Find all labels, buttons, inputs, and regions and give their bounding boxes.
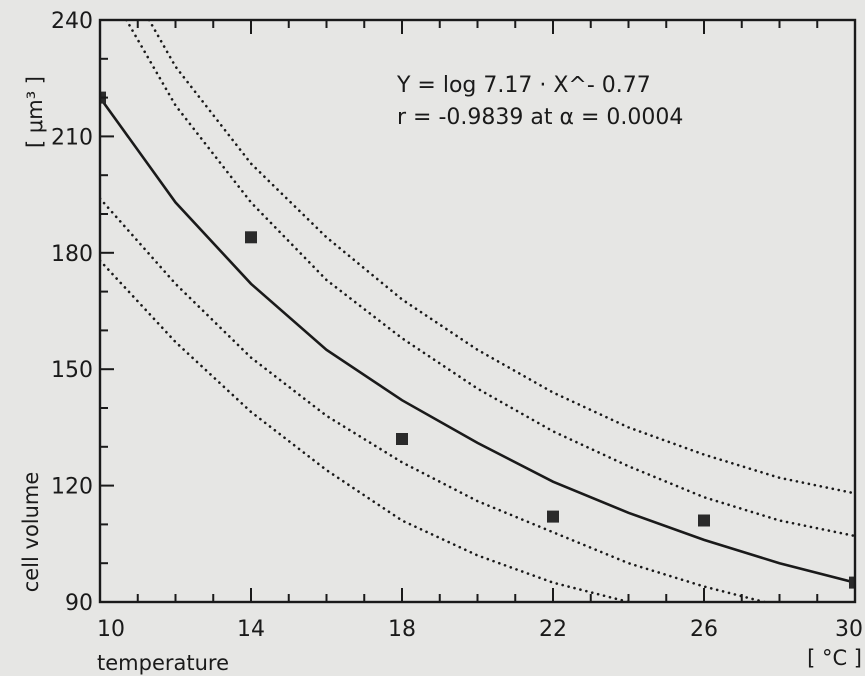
y-tick-label: 240: [51, 9, 93, 34]
y-tick-label: 180: [51, 242, 93, 267]
fit-curve: [100, 96, 855, 584]
confidence-bands: [100, 20, 855, 602]
data-point-4: [547, 510, 559, 523]
x-tick-label: 30: [835, 617, 863, 642]
x-tick-label: 10: [97, 617, 125, 642]
y-axis-label: cell volume: [19, 472, 43, 593]
data-point-3: [396, 433, 408, 445]
y-tick-label: 150: [51, 358, 93, 383]
confidence-band-3: [100, 197, 770, 602]
equation-annotation: Y = log 7.17 · X^- 0.77: [396, 73, 651, 98]
x-axis-unit: [ °C ]: [807, 646, 862, 670]
confidence-band-1: [147, 20, 855, 495]
y-tick-label: 90: [65, 591, 93, 616]
y-axis-unit: [ μm³ ]: [23, 76, 47, 148]
x-tick-label: 26: [690, 617, 718, 642]
data-points: [100, 91, 855, 589]
x-axis-label: temperature: [97, 651, 229, 675]
x-tick-label: 22: [539, 617, 567, 642]
axis-ticks: 10 14 18 22 26 30 90 120 150 180 210 240: [51, 9, 863, 642]
confidence-band-4: [100, 259, 630, 602]
data-point-6: [849, 576, 855, 589]
x-tick-label: 18: [388, 617, 416, 642]
y-tick-label: 120: [51, 475, 93, 500]
data-point-2: [245, 231, 257, 244]
correlation-annotation: r = -0.9839 at α = 0.0004: [397, 105, 683, 130]
data-point-5: [698, 514, 710, 527]
y-tick-label: 210: [51, 125, 93, 150]
x-tick-label: 14: [237, 617, 265, 642]
confidence-band-2: [125, 20, 855, 538]
